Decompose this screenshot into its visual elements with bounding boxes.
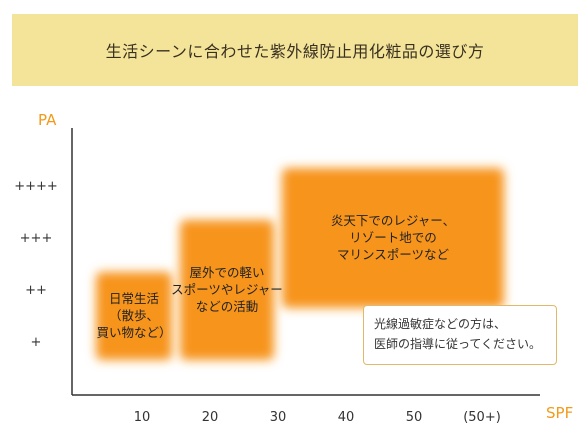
x-ticks: 10 20 30 40 50 (50+) (134, 410, 501, 425)
y-axis-label: PA (38, 111, 57, 129)
note-line-2: 医師の指導に従ってください。 (374, 337, 542, 351)
y-tick-label: +++ (20, 231, 53, 246)
region-label-line: マリンスポーツなど (337, 247, 450, 262)
x-tick-label: 10 (134, 410, 151, 425)
region-label-line: 日常生活 (109, 291, 159, 306)
region-label-line: などの活動 (196, 299, 259, 314)
y-tick-label: + (31, 335, 42, 350)
x-tick-label: 30 (270, 410, 287, 425)
region-label-line: 屋外での軽い (189, 265, 264, 280)
y-ticks: ++++++++++ (14, 179, 58, 350)
region-label-line: 買い物など） (96, 325, 171, 340)
title-banner: 生活シーンに合わせた紫外線防止用化粧品の選び方 (12, 14, 578, 86)
caution-note: 光線過敏症などの方は、 医師の指導に従ってください。 (363, 305, 557, 365)
region-block (96, 272, 172, 360)
y-tick-label: ++ (25, 283, 47, 298)
region-label-line: リゾート地での (349, 230, 437, 245)
x-tick-label: 20 (202, 410, 219, 425)
regions-layer (96, 168, 504, 360)
x-axis-label: SPF (546, 404, 573, 422)
region-label-line: スポーツやレジャー (171, 282, 283, 297)
region-block (180, 220, 274, 360)
page-title: 生活シーンに合わせた紫外線防止用化粧品の選び方 (105, 42, 485, 61)
x-tick-label: 50 (406, 410, 423, 425)
x-tick-label: (50+) (463, 410, 501, 425)
x-tick-label: 40 (338, 410, 355, 425)
note-line-1: 光線過敏症などの方は、 (374, 317, 507, 331)
y-tick-label: ++++ (14, 179, 58, 194)
region-label-line: （散歩、 (109, 308, 159, 323)
region-block (282, 168, 504, 308)
region-label-line: 炎天下でのレジャー、 (331, 213, 455, 228)
